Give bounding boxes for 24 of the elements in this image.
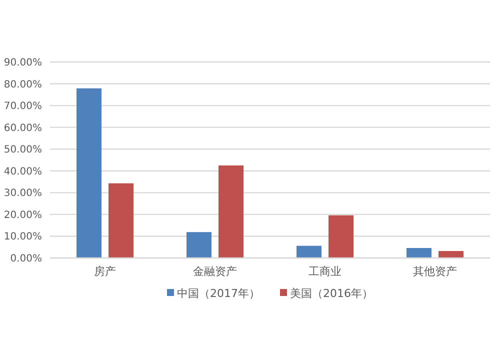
y-tick-label: 70.00%: [4, 101, 42, 112]
bar: [218, 165, 244, 258]
bar: [406, 248, 432, 258]
bar: [296, 246, 322, 258]
bar: [108, 183, 134, 258]
y-tick-label: 60.00%: [4, 122, 42, 134]
y-tick-label: 90.00%: [4, 58, 42, 68]
y-tick-label: 30.00%: [4, 188, 42, 200]
x-tick-label: 金融资产: [193, 265, 237, 278]
legend-label: 美国（2016年）: [290, 287, 373, 300]
y-tick-label: 40.00%: [4, 166, 42, 178]
bar: [438, 251, 464, 258]
bar: [76, 88, 102, 258]
y-tick-label: 80.00%: [4, 79, 42, 90]
bar: [328, 215, 354, 258]
bar: [186, 232, 212, 258]
x-tick-label: 工商业: [308, 265, 342, 278]
y-tick-label: 50.00%: [4, 144, 42, 156]
y-tick-label: 20.00%: [4, 210, 42, 221]
y-tick-label: 10.00%: [4, 232, 42, 243]
x-tick-label: 房产: [94, 265, 116, 278]
legend-label: 中国（2017年）: [177, 287, 260, 300]
y-tick-label: 0.00%: [10, 254, 42, 264]
x-tick-label: 其他资产: [413, 265, 457, 278]
